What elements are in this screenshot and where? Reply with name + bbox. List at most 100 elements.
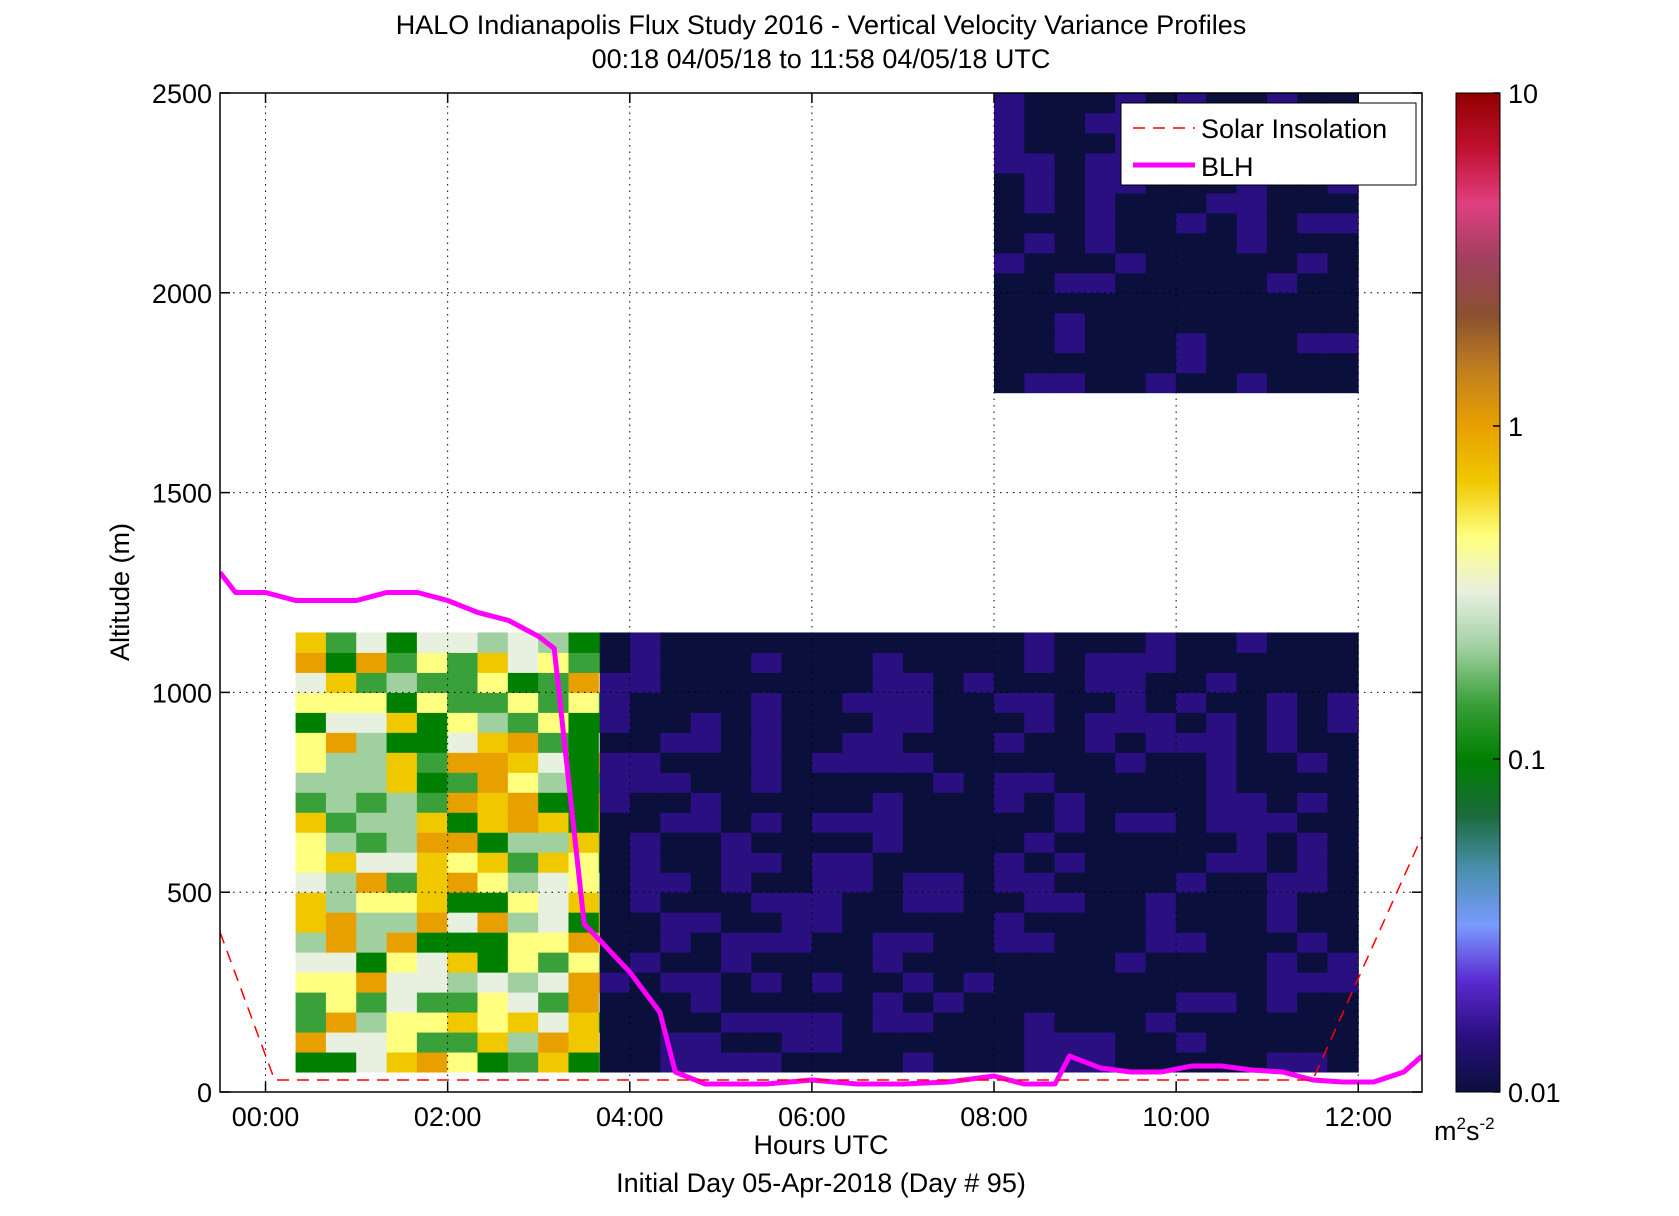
heatmap-cell [1024,672,1056,693]
heatmap-cell [993,992,1025,1013]
heatmap-cell [356,992,388,1013]
heatmap-cell [963,692,995,713]
heatmap-cell [902,992,934,1013]
heatmap-cell [598,812,601,833]
heatmap-cell [1327,892,1359,913]
heatmap-cell [660,692,692,713]
heatmap-cell [1327,292,1359,314]
heatmap-cell [1297,1012,1328,1033]
heatmap-cell [1206,732,1238,753]
heatmap-cell [416,1012,448,1033]
heatmap-cell [1266,292,1298,314]
heatmap-cell [599,972,631,993]
heatmap-cell [630,672,661,693]
heatmap-cell [1297,1032,1328,1053]
heatmap-cell [1024,832,1056,853]
heatmap-cell [416,952,448,973]
heatmap-cell [599,772,631,793]
heatmap-cell [1357,312,1359,334]
heatmap-cell [447,972,479,993]
heatmap-cell [872,1032,904,1053]
heatmap-cell [1115,992,1147,1013]
heatmap-cell [1024,1052,1056,1073]
heatmap-cell [386,1052,418,1073]
heatmap-cell [416,772,448,793]
heatmap-cell [1175,352,1207,374]
heatmap-cell [1266,952,1298,973]
heatmap-cell [1236,952,1268,973]
heatmap-cell [295,852,327,873]
heatmap-cell [660,732,692,753]
heatmap-cell [751,772,783,793]
heatmap-cell [994,292,1025,314]
legend-label-solar-insolation: Solar Insolation [1201,114,1387,144]
heatmap-cell [1084,952,1116,973]
heatmap-cell [721,952,752,973]
chart-title: HALO Indianapolis Flux Study 2016 - Vert… [396,10,1246,40]
heatmap-cell [933,872,965,893]
heatmap-cell [295,692,327,713]
heatmap-cell [660,712,692,733]
heatmap-cell [630,952,661,973]
x-tick-label: 04:00 [596,1102,664,1132]
heatmap-cell [872,712,904,733]
heatmap-cell [630,772,661,793]
heatmap-cell [1236,732,1268,753]
heatmap-cell [1327,332,1359,354]
heatmap-cell [872,752,904,773]
heatmap-cell [1115,212,1147,234]
heatmap-cell [993,732,1025,753]
heatmap-cell [295,672,327,693]
heatmap-cell [599,752,631,773]
heatmap-cell [1145,232,1177,254]
heatmap-cell [933,932,965,953]
heatmap-cell [963,732,995,753]
heatmap-cell [1084,892,1116,913]
heatmap-cell [660,972,692,993]
heatmap-cell [1327,232,1359,254]
heatmap-cell [994,93,1025,114]
y-axis: 0 500 1000 1500 2000 2500 [152,79,1422,1108]
heatmap-cell [1024,332,1056,354]
heatmap-cell [721,892,752,913]
heatmap-cell [1357,672,1359,693]
heatmap-cell [1206,892,1238,913]
heatmap-cell [1236,292,1268,314]
heatmap-cell [1145,312,1177,334]
heatmap-cell [933,952,965,973]
heatmap-cell [568,632,600,653]
heatmap-cell [811,692,843,713]
heatmap-cell [994,272,1025,294]
heatmap-cell [1115,772,1147,793]
heatmap-cell [477,852,509,873]
heatmap-cell [1054,932,1086,953]
heatmap-cell [507,872,539,893]
heatmap-cell [994,372,1025,394]
heatmap-cell [356,1052,388,1073]
heatmap-cell [751,852,783,873]
heatmap-cell [1084,852,1116,873]
heatmap-cell [811,792,843,813]
heatmap-cell [1297,292,1329,314]
heatmap-cell [568,652,600,673]
heatmap-cell [660,792,692,813]
heatmap-cell [963,932,995,953]
heatmap-cell [1054,93,1086,114]
heatmap-cell [963,672,995,693]
heatmap-cell [842,832,874,853]
heatmap-cell [1145,352,1177,374]
heatmap-cell [1084,672,1116,693]
heatmap-cell [1297,752,1328,773]
heatmap-cell [507,752,539,773]
heatmap-cell [447,752,479,773]
heatmap-cell [1266,352,1298,374]
heatmap-cell [933,752,965,773]
heatmap-cell [842,932,874,953]
heatmap-cell [690,852,722,873]
heatmap-cell [325,772,357,793]
heatmap-cell [1297,652,1328,673]
heatmap-cell [507,792,539,813]
heatmap-cell [721,1052,752,1073]
heatmap-cell [690,652,722,673]
heatmap-cell [994,152,1025,174]
